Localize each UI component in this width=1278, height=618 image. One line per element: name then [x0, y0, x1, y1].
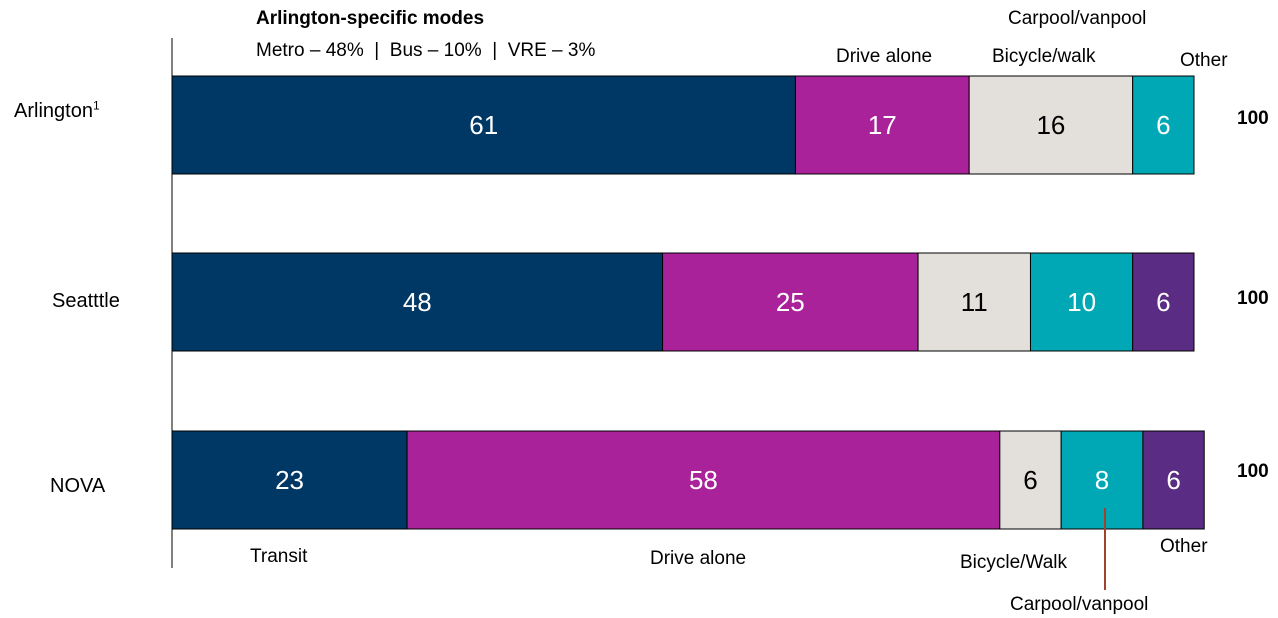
total-seattle: 100: [1237, 288, 1269, 309]
bottom-label-transit: Transit: [250, 546, 308, 567]
bar-segment-arlington-bicycle: [968, 75, 1134, 175]
bottom-label-bicycle: Bicycle/Walk: [960, 552, 1067, 573]
footnote-marker: 1: [92, 98, 100, 113]
total-nova: 100: [1237, 461, 1269, 482]
data-label-nova-carpool: 8: [1095, 465, 1109, 495]
bars-group: 61 17 16 6 48 25 11 10 6 23 58 6 8 6: [171, 75, 1205, 530]
bar-segment-arlington-drive_alone: [794, 75, 970, 175]
data-label-nova-drive_alone: 58: [689, 465, 718, 495]
top-label-carpool: Carpool/vanpool: [1008, 8, 1147, 29]
bar-segment-nova-bicycle: [999, 430, 1062, 530]
data-label-seatttle-transit: 48: [403, 287, 432, 317]
bottom-label-drive-alone: Drive alone: [650, 548, 747, 569]
bar-segment-seatttle-carpool: [1029, 252, 1134, 352]
bar-segment-seatttle-drive_alone: [662, 252, 919, 352]
top-label-bicycle: Bicycle/walk: [992, 46, 1096, 67]
bar-segment-nova-carpool: [1060, 430, 1144, 530]
data-label-nova-bicycle: 6: [1023, 465, 1037, 495]
bar-segment-nova-drive_alone: [406, 430, 1001, 530]
category-label-nova: NOVA: [50, 475, 106, 497]
bar-segment-arlington-carpool: [1132, 75, 1195, 175]
data-label-seatttle-drive_alone: 25: [776, 287, 805, 317]
arlington-modes-title: Arlington-specific modes: [256, 8, 485, 29]
total-arlington: 100: [1237, 108, 1269, 129]
data-label-arlington-transit: 61: [469, 110, 498, 140]
bar-segment-seatttle-other: [1132, 252, 1195, 352]
bottom-label-other: Other: [1160, 536, 1208, 557]
data-label-seatttle-bicycle: 11: [961, 287, 988, 317]
category-label-arlington: Arlington1: [14, 98, 100, 122]
data-label-arlington-bicycle: 16: [1036, 110, 1065, 140]
data-label-seatttle-other: 6: [1156, 287, 1170, 317]
data-label-arlington-carpool: 6: [1156, 110, 1170, 140]
data-label-seatttle-carpool: 10: [1067, 287, 1096, 317]
bar-segment-nova-other: [1142, 430, 1205, 530]
top-label-other: Other: [1180, 50, 1228, 71]
bar-segment-arlington-transit: [171, 75, 796, 175]
data-label-nova-transit: 23: [275, 465, 304, 495]
top-label-drive-alone: Drive alone: [836, 46, 933, 67]
data-label-arlington-drive_alone: 17: [868, 110, 897, 140]
bottom-label-carpool: Carpool/vanpool: [1010, 594, 1149, 615]
category-label-seattle: Seatttle: [52, 290, 120, 312]
data-label-nova-other: 6: [1166, 465, 1180, 495]
arlington-modes-breakdown: Metro – 48% | Bus – 10% | VRE – 3%: [256, 40, 596, 61]
bar-segment-nova-transit: [171, 430, 408, 530]
